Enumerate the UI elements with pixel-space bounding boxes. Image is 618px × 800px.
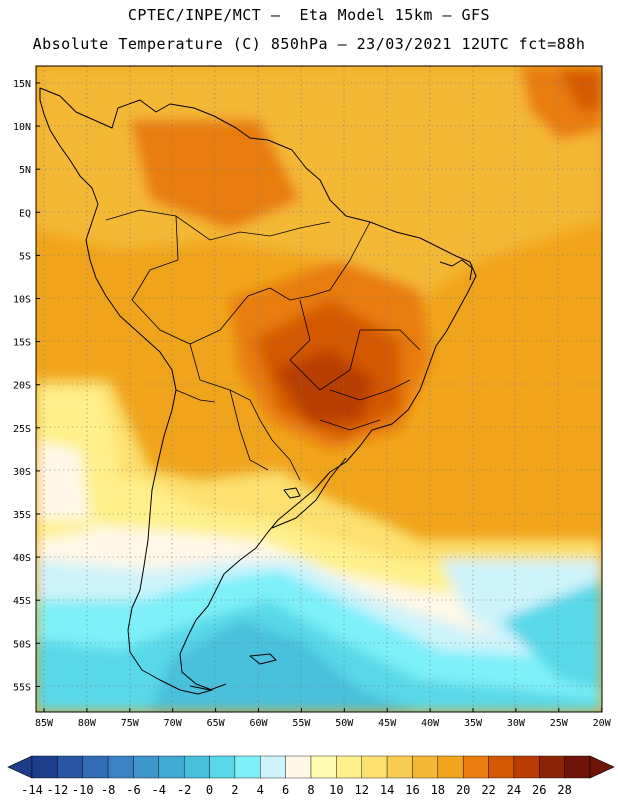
colorbar-label: -14 <box>21 783 43 797</box>
latitude-label: 40S <box>13 553 31 564</box>
latitude-label: 10N <box>13 122 31 133</box>
colorbar-label: 4 <box>257 783 264 797</box>
colorbar-swatch <box>564 755 591 779</box>
latitude-label: 20S <box>13 381 31 392</box>
latitude-label: 5S <box>19 251 31 262</box>
map-subtitle: Absolute Temperature (C) 850hPa – 23/03/… <box>32 35 586 53</box>
colorbar-label: 2 <box>231 783 238 797</box>
colorbar-swatch <box>412 755 439 779</box>
latitude-label: 35S <box>13 510 31 521</box>
colorbar-swatch <box>336 755 362 779</box>
colorbar-swatch <box>107 755 134 779</box>
colorbar-label: 28 <box>557 783 571 797</box>
colorbar-label: 24 <box>507 783 521 797</box>
colorbar: -14 -12 -10 -8 -6 -4 -2 0 2 4 6 8 10 12 14 16 18 20 22 24 26… <box>7 755 615 797</box>
country-borders <box>105 209 421 481</box>
map-title: CPTEC/INPE/MCT – Eta Model 15km – GFS <box>127 6 491 24</box>
colorbar-swatch <box>183 755 210 779</box>
colorbar-swatch <box>260 755 286 779</box>
colorbar-label: 18 <box>431 783 445 797</box>
colorbar-label: -12 <box>47 783 69 797</box>
colorbar-swatch <box>234 755 261 779</box>
colorbar-label: 0 <box>206 783 213 797</box>
colorbar-swatch <box>57 755 83 779</box>
colorbar-label: 14 <box>380 783 394 797</box>
colorbar-label: 10 <box>329 783 343 797</box>
colorbar-swatch <box>158 755 185 779</box>
colorbar-label: -10 <box>72 783 94 797</box>
colorbar-label: 12 <box>355 783 369 797</box>
colorbar-label: -2 <box>177 783 191 797</box>
latitude-label: 50S <box>13 639 31 650</box>
coastline <box>39 87 477 695</box>
colorbar-swatch <box>437 755 464 779</box>
colorbar-label: 22 <box>481 783 495 797</box>
latitude-label: 55S <box>13 682 31 693</box>
colorbar-swatch <box>209 755 236 779</box>
longitude-label: 40W <box>421 718 440 729</box>
colorbar-label: -8 <box>101 783 115 797</box>
map-frame <box>35 65 603 713</box>
longitude-label: 60W <box>249 718 268 729</box>
latitude-label: 10S <box>13 295 31 306</box>
colorbar-label: 8 <box>307 783 314 797</box>
colorbar-label: 6 <box>282 783 289 797</box>
latitude-label: 45S <box>13 596 31 607</box>
colorbar-swatch <box>285 755 312 779</box>
longitude-label: 30W <box>507 718 526 729</box>
colorbar-swatch <box>386 755 413 779</box>
colorbar-swatch <box>488 755 515 779</box>
longitude-label: 75W <box>121 718 140 729</box>
colorbar-over-arrow <box>589 755 615 779</box>
colorbar-swatch <box>310 755 337 779</box>
colorbar-label: -6 <box>126 783 140 797</box>
longitude-label: 80W <box>78 718 97 729</box>
longitude-label: 45W <box>378 718 397 729</box>
colorbar-swatch <box>361 755 388 779</box>
latitude-label: EQ <box>19 208 31 219</box>
colorbar-swatch <box>513 755 540 779</box>
longitude-label: 55W <box>292 718 311 729</box>
longitude-labels: 85W 80W 75W 70W 65W 60W 55W 50W 45W 40W 35W 30W 25W 2… <box>35 708 612 729</box>
colorbar-label: 26 <box>532 783 546 797</box>
colorbar-swatch <box>539 755 565 779</box>
latitude-label: 5N <box>19 165 31 176</box>
longitude-label: 85W <box>35 718 54 729</box>
longitude-label: 70W <box>164 718 183 729</box>
colorbar-swatch <box>31 755 58 779</box>
latitude-labels: 15N 10N 5N EQ 5S 10S 15S 20S 25S 30S 35S 40S 45S 50S 5… <box>13 79 40 693</box>
colorbar-label: -4 <box>152 783 166 797</box>
longitude-label: 25W <box>550 718 569 729</box>
colorbar-swatch <box>82 755 109 779</box>
longitude-label: 35W <box>464 718 483 729</box>
colorbar-label: 16 <box>405 783 419 797</box>
latitude-label: 15N <box>13 79 31 90</box>
colorbar-swatch <box>462 755 489 779</box>
colorbar-under-arrow <box>7 755 33 779</box>
temperature-field <box>36 66 602 712</box>
colorbar-label: 20 <box>456 783 470 797</box>
latitude-label: 15S <box>13 338 31 349</box>
latitude-label: 25S <box>13 424 31 435</box>
colorbar-swatch <box>133 755 160 779</box>
longitude-label: 50W <box>335 718 354 729</box>
latitude-label: 30S <box>13 467 31 478</box>
longitude-label: 20W <box>593 718 612 729</box>
longitude-label: 65W <box>207 718 226 729</box>
